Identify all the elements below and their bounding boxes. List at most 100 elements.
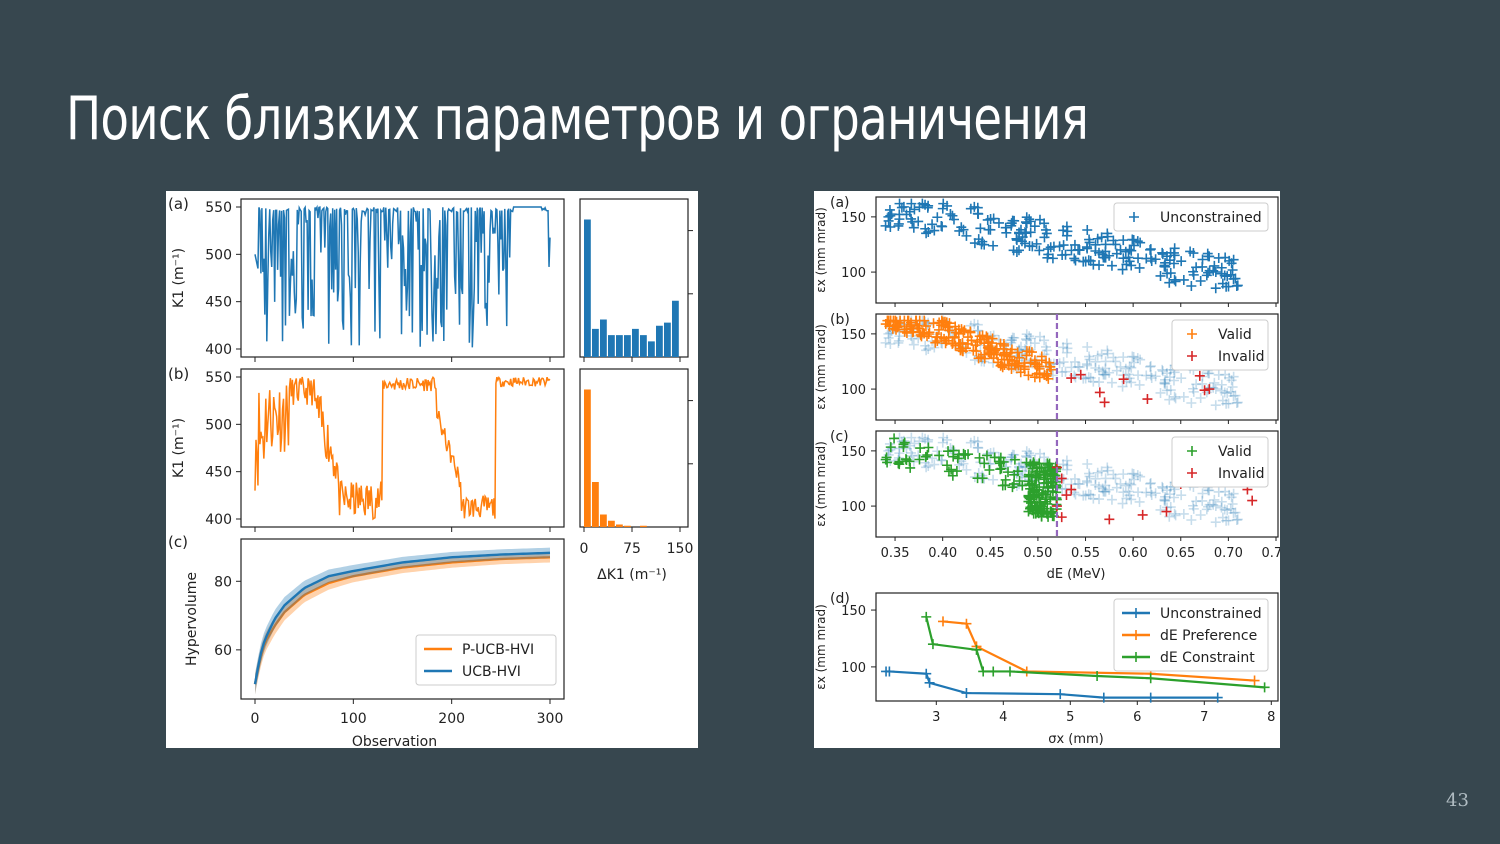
scatter-point-unconstrained [1203, 267, 1214, 278]
scatter-point-background [969, 435, 980, 446]
scatter-point-unconstrained [1058, 240, 1069, 251]
k1-panel-frame [240, 368, 565, 528]
scatter-point-background [1213, 369, 1224, 380]
scatter-point-background [921, 345, 932, 356]
hist-x-tick-label: 0 [580, 541, 589, 557]
scatter-point-valid [1009, 358, 1020, 369]
scatter-point-unconstrained [1039, 218, 1050, 229]
scatter-panel-frame [875, 313, 1279, 421]
scatter-point-invalid [1161, 506, 1172, 517]
scatter-point-unconstrained [907, 216, 918, 227]
scatter-point-background [929, 459, 940, 470]
scatter-point-background [1126, 479, 1137, 490]
scatter-point-valid [894, 459, 905, 470]
scatter-point-background [1209, 494, 1220, 505]
histogram-bar [592, 482, 599, 527]
x-tick-label: 0.75 [1262, 546, 1280, 561]
scatter-point-background [1159, 494, 1170, 505]
legend-valid-invalid-label: Invalid [1218, 349, 1265, 365]
scatter-point-background [1094, 494, 1105, 505]
scatter-point-background [938, 432, 949, 443]
scatter-point-background [1074, 362, 1085, 373]
hypervolume-line [253, 556, 551, 685]
scatter-point-valid [948, 445, 959, 456]
scatter-point-background [1034, 448, 1045, 459]
hypervolume-panel-frame [240, 538, 565, 700]
scatter-point-unconstrained [1069, 253, 1080, 264]
scatter-point-background [1100, 486, 1111, 497]
scatter-point-unconstrained [1210, 283, 1221, 294]
scatter-point-background [880, 337, 891, 348]
scatter-point-background [1208, 499, 1219, 510]
scatter-point-background [1128, 357, 1139, 368]
scatter-point-background [921, 462, 932, 473]
histogram-bar [624, 335, 631, 357]
legend-valid-invalid-marker [1187, 329, 1197, 339]
scatter-point-valid [1046, 466, 1057, 477]
x-tick-label: 0.60 [1119, 546, 1148, 561]
scatter-point-background [1025, 333, 1036, 344]
scatter-point-unconstrained [972, 208, 983, 219]
scatter-point-valid [941, 335, 952, 346]
scatter-point-unconstrained [1066, 245, 1077, 256]
scatter-point-unconstrained [1011, 235, 1022, 246]
scatter-point-background [1057, 367, 1068, 378]
scatter-point-background [1100, 473, 1111, 484]
scatter-point-background [923, 460, 934, 471]
scatter-point-unconstrained [1031, 238, 1042, 249]
y-axis-label: K1 (m⁻¹) [171, 248, 187, 308]
x-tick-label: 100 [340, 711, 367, 727]
scatter-point-background [1084, 354, 1095, 365]
panel-label: (c) [830, 429, 849, 445]
scatter-point-background [1159, 495, 1170, 506]
scatter-point-background [1073, 361, 1084, 372]
scatter-point-unconstrained [1209, 260, 1220, 271]
scatter-point-background [1145, 361, 1156, 372]
scatter-point-background [937, 437, 948, 448]
scatter-point-background [1231, 397, 1242, 408]
scatter-point-valid [899, 437, 910, 448]
scatter-point-background [1041, 345, 1052, 356]
y-tick-label: 150 [841, 328, 866, 343]
scatter-point-background [1197, 495, 1208, 506]
scatter-point-background [1121, 493, 1132, 504]
histogram-bar [608, 520, 615, 527]
scatter-point-background [1188, 503, 1199, 514]
pareto-front-point [978, 666, 989, 677]
scatter-point-background [1069, 356, 1080, 367]
scatter-point-valid [1009, 469, 1020, 480]
scatter-point-unconstrained [1197, 254, 1208, 265]
scatter-point-background [1219, 387, 1230, 398]
scatter-point-valid [959, 325, 970, 336]
y-tick-label: 500 [205, 417, 232, 433]
legend-pareto-marker [1131, 652, 1141, 662]
histogram-bar [616, 524, 623, 527]
pareto-front-point [1145, 673, 1156, 684]
pareto-front-point [1145, 692, 1156, 703]
scatter-point-unconstrained [896, 202, 907, 213]
scatter-point-unconstrained [1117, 264, 1128, 275]
scatter-point-background [1093, 364, 1104, 375]
scatter-point-background [1058, 342, 1069, 353]
scatter-point-valid [890, 315, 901, 326]
y-tick-label: 150 [841, 604, 866, 619]
scatter-point-background [1081, 476, 1092, 487]
scatter-point-unconstrained [1061, 221, 1072, 232]
scatter-point-unconstrained [969, 201, 980, 212]
scatter-point-background [1165, 385, 1176, 396]
scatter-point-background [1191, 496, 1202, 507]
scatter-point-unconstrained [1185, 246, 1196, 257]
scatter-point-background [1094, 377, 1105, 388]
scatter-point-valid [898, 441, 909, 452]
scatter-point-background [1216, 496, 1227, 507]
y-tick-label: 500 [205, 247, 232, 263]
scatter-point-background [1110, 356, 1121, 367]
scatter-point-invalid [1137, 509, 1148, 520]
scatter-point-valid [1023, 471, 1034, 482]
scatter-point-background [1104, 367, 1115, 378]
scatter-point-valid [994, 458, 1005, 469]
scatter-point-unconstrained [920, 223, 931, 234]
scatter-point-background [1020, 334, 1031, 345]
y-tick-label: 400 [205, 512, 232, 528]
scatter-point-unconstrained [1070, 255, 1081, 266]
